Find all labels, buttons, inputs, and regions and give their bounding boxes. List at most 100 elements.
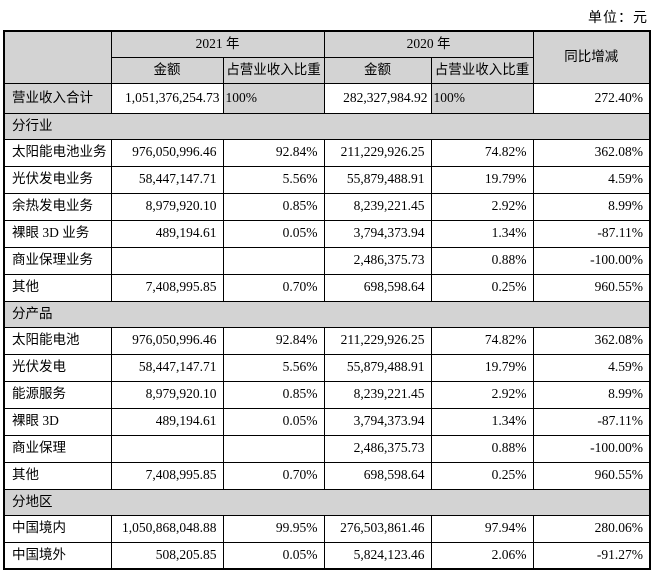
total-pct-2020: 100% [430, 82, 534, 114]
cell-amount-2021: 489,194.61 [110, 219, 224, 248]
cell-amount-2021: 508,205.85 [110, 541, 224, 570]
table-row: 裸眼 3D 489,194.61 0.05% 3,794,373.94 1.34% -87… [3, 407, 651, 436]
unit-label: 单位：元 [588, 11, 648, 26]
cell-amount-2020: 55,879,488.91 [323, 165, 432, 194]
cell-amount-2020: 8,239,221.45 [323, 380, 432, 409]
header-row-years: 2021 年 2020 年 同比增减 [3, 30, 651, 84]
cell-pct-2021: 0.05% [222, 541, 325, 570]
cell-pct-2020: 19.79% [430, 353, 534, 382]
cell-yoy: -87.11% [532, 407, 651, 436]
cell-pct-2020: 74.82% [430, 138, 534, 167]
cell-amount-2021: 58,447,147.71 [110, 165, 224, 194]
cell-pct-2020: 0.88% [430, 246, 534, 275]
cell-amount-2021: 7,408,995.85 [110, 461, 224, 490]
table-row: 光伏发电业务 58,447,147.71 5.56% 55,879,488.91 19.… [3, 165, 651, 194]
cell-yoy: 960.55% [532, 273, 651, 302]
total-row-label: 营业收入合计 [3, 82, 112, 114]
cell-yoy: 8.99% [532, 192, 651, 221]
cell-amount-2020: 8,239,221.45 [323, 192, 432, 221]
cell-yoy: -91.27% [532, 541, 651, 570]
cell-yoy: 4.59% [532, 165, 651, 194]
cell-pct-2021: 92.84% [222, 138, 325, 167]
row-label: 商业保理业务 [3, 246, 112, 275]
cell-pct-2020: 97.94% [430, 514, 534, 543]
cell-amount-2020: 276,503,861.46 [323, 514, 432, 543]
table-body: 分行业 太阳能电池业务 976,050,996.46 92.84% 211,229,92… [3, 112, 651, 570]
row-label: 中国境外 [3, 541, 112, 570]
cell-pct-2021 [222, 434, 325, 463]
table-row: 太阳能电池业务 976,050,996.46 92.84% 211,229,926.2… [3, 138, 651, 167]
header-year-2021: 2021 年 [110, 30, 325, 58]
table-row: 裸眼 3D 业务 489,194.61 0.05% 3,794,373.94 1.34%… [3, 219, 651, 248]
table-row: 能源服务 8,979,920.10 0.85% 8,239,221.45 2.92% 8.… [3, 380, 651, 409]
table-row: 太阳能电池 976,050,996.46 92.84% 211,229,926.25 7… [3, 326, 651, 355]
table-row: 中国境外 508,205.85 0.05% 5,824,123.46 2.06% -91.… [3, 541, 651, 570]
cell-pct-2021: 99.95% [222, 514, 325, 543]
cell-amount-2021: 58,447,147.71 [110, 353, 224, 382]
cell-pct-2021: 0.85% [222, 380, 325, 409]
row-label: 其他 [3, 461, 112, 490]
cell-pct-2020: 2.92% [430, 192, 534, 221]
total-yoy: 272.40% [532, 82, 651, 114]
row-label: 太阳能电池业务 [3, 138, 112, 167]
row-label: 其他 [3, 273, 112, 302]
table-row: 中国境内 1,050,868,048.88 99.95% 276,503,861.46… [3, 514, 651, 543]
row-label: 余热发电业务 [3, 192, 112, 221]
cell-amount-2021: 976,050,996.46 [110, 326, 224, 355]
cell-yoy: -87.11% [532, 219, 651, 248]
row-label: 能源服务 [3, 380, 112, 409]
total-pct-2021: 100% [222, 82, 325, 114]
cell-yoy: -100.00% [532, 434, 651, 463]
cell-pct-2021: 5.56% [222, 165, 325, 194]
table-row: 其他 7,408,995.85 0.70% 698,598.64 0.25% 960.55… [3, 461, 651, 490]
cell-amount-2020: 2,486,375.73 [323, 434, 432, 463]
row-label: 中国境内 [3, 514, 112, 543]
cell-pct-2021: 5.56% [222, 353, 325, 382]
cell-yoy: 362.08% [532, 138, 651, 167]
table-row: 商业保理业务 2,486,375.73 0.88% -100.00% [3, 246, 651, 275]
cell-amount-2021 [110, 246, 224, 275]
row-label: 太阳能电池 [3, 326, 112, 355]
cell-yoy: 960.55% [532, 461, 651, 490]
header-amount-2020: 金额 [323, 56, 432, 84]
cell-pct-2020: 2.06% [430, 541, 534, 570]
row-label: 光伏发电业务 [3, 165, 112, 194]
cell-yoy: 8.99% [532, 380, 651, 409]
cell-yoy: 4.59% [532, 353, 651, 382]
header-amount-2021: 金额 [110, 56, 224, 84]
corner-cell [3, 30, 112, 84]
cell-yoy: 280.06% [532, 514, 651, 543]
section-title: 分产品 [3, 300, 651, 328]
cell-amount-2020: 5,824,123.46 [323, 541, 432, 570]
header-row-metrics: 金额 占营业收入比重 金额 占营业收入比重 [4, 56, 650, 84]
cell-amount-2020: 698,598.64 [323, 273, 432, 302]
section-title: 分行业 [3, 112, 651, 140]
cell-amount-2020: 211,229,926.25 [323, 138, 432, 167]
row-label: 裸眼 3D 业务 [3, 219, 112, 248]
cell-yoy: 362.08% [532, 326, 651, 355]
header-yoy: 同比增减 [532, 30, 651, 84]
row-label: 裸眼 3D [3, 407, 112, 436]
cell-amount-2020: 2,486,375.73 [323, 246, 432, 275]
cell-pct-2020: 1.34% [430, 219, 534, 248]
cell-amount-2021: 489,194.61 [110, 407, 224, 436]
total-amount-2020: 282,327,984.92 [323, 82, 432, 114]
cell-amount-2021: 7,408,995.85 [110, 273, 224, 302]
cell-pct-2020: 74.82% [430, 326, 534, 355]
cell-amount-2020: 3,794,373.94 [323, 407, 432, 436]
section-header-row: 分行业 [3, 112, 651, 140]
cell-pct-2021: 0.05% [222, 407, 325, 436]
cell-pct-2021: 0.70% [222, 461, 325, 490]
cell-yoy: -100.00% [532, 246, 651, 275]
table-row: 商业保理 2,486,375.73 0.88% -100.00% [3, 434, 651, 463]
header-pct-2020: 占营业收入比重 [430, 56, 534, 84]
cell-amount-2021: 1,050,868,048.88 [110, 514, 224, 543]
cell-pct-2020: 1.34% [430, 407, 534, 436]
cell-amount-2020: 55,879,488.91 [323, 353, 432, 382]
cell-amount-2021: 8,979,920.10 [110, 380, 224, 409]
section-header-row: 分产品 [3, 300, 651, 328]
cell-pct-2020: 0.25% [430, 273, 534, 302]
row-label: 光伏发电 [3, 353, 112, 382]
table-header-and-total: 2021 年 2020 年 同比增减 金额 占营业收入比重 金额 占营业收入比重… [3, 30, 651, 114]
